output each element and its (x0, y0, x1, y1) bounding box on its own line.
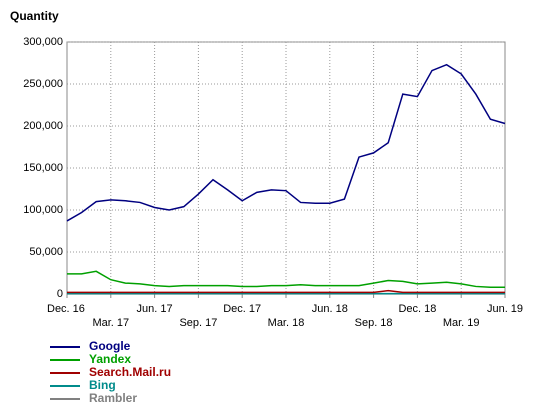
legend-label: Bing (89, 378, 116, 392)
x-tick-label: Sep. 18 (355, 317, 393, 329)
y-tick-label: 300,000 (23, 36, 63, 48)
x-tick-label: Dec. 16 (47, 303, 85, 315)
y-tick-label: 50,000 (29, 246, 63, 258)
y-tick-label: 150,000 (23, 162, 63, 174)
x-tick-label: Mar. 17 (92, 317, 129, 329)
x-tick-label: Dec. 18 (398, 303, 436, 315)
y-tick-label: 0 (57, 288, 63, 300)
series-line (67, 270, 505, 289)
x-tick-label: Jun. 18 (312, 303, 348, 315)
y-tick-label: 250,000 (23, 78, 63, 90)
legend-label: Yandex (89, 352, 131, 366)
y-tick-label: 200,000 (23, 120, 63, 132)
x-tick-label: Mar. 19 (443, 317, 480, 329)
x-tick-label: Dec. 17 (223, 303, 261, 315)
series-line (66, 63, 506, 222)
y-tick-label: 100,000 (23, 204, 63, 216)
legend-label: Rambler (89, 391, 137, 405)
legend-label: Search.Mail.ru (89, 365, 171, 379)
series-line (67, 289, 505, 294)
x-tick-label: Jun. 17 (137, 303, 173, 315)
x-tick-label: Mar. 18 (268, 317, 305, 329)
x-tick-label: Jun. 19 (487, 303, 523, 315)
x-tick-label: Sep. 17 (179, 317, 217, 329)
legend-label: Google (89, 339, 131, 353)
chart-title: Quantity (10, 9, 59, 23)
